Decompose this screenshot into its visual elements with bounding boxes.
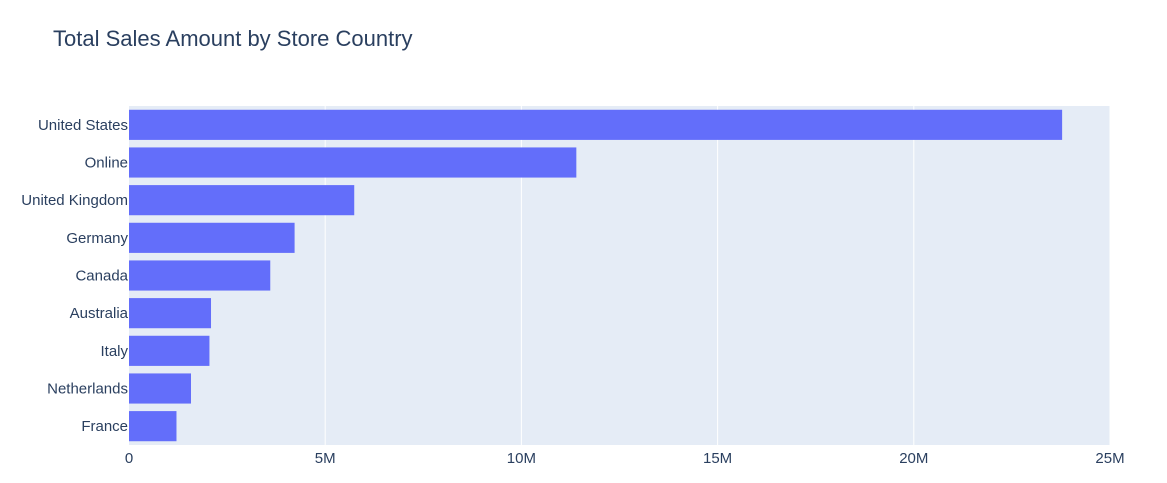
y-tick-label: Netherlands bbox=[47, 381, 128, 398]
y-tick-label: United Kingdom bbox=[21, 192, 128, 209]
y-axis-labels: United States Online United Kingdom Germany… bbox=[21, 117, 128, 435]
x-tick-label: 15M bbox=[703, 450, 732, 467]
bar-italy[interactable] bbox=[129, 335, 210, 366]
y-tick-label: Italy bbox=[100, 343, 128, 360]
bar-germany[interactable] bbox=[129, 222, 295, 253]
x-tick-label: 20M bbox=[899, 450, 928, 467]
x-axis-labels: 0 5M 10M 15M 20M 25M bbox=[125, 450, 1125, 467]
chart-title: Total Sales Amount by Store Country bbox=[53, 26, 413, 51]
x-tick-label: 10M bbox=[507, 450, 536, 467]
bar-canada[interactable] bbox=[129, 260, 271, 291]
bars bbox=[129, 109, 1063, 442]
bar-united-states[interactable] bbox=[129, 109, 1063, 140]
bar-netherlands[interactable] bbox=[129, 373, 191, 404]
x-tick-label: 25M bbox=[1095, 450, 1124, 467]
x-tick-label: 5M bbox=[315, 450, 336, 467]
y-tick-label: Canada bbox=[75, 268, 128, 285]
y-tick-label: United States bbox=[38, 117, 128, 134]
y-tick-label: France bbox=[81, 418, 128, 435]
bar-australia[interactable] bbox=[129, 298, 212, 329]
bar-online[interactable] bbox=[129, 147, 577, 178]
bar-france[interactable] bbox=[129, 411, 177, 442]
bar-united-kingdom[interactable] bbox=[129, 185, 355, 216]
y-tick-label: Australia bbox=[70, 305, 129, 322]
x-tick-label: 0 bbox=[125, 450, 133, 467]
y-tick-label: Online bbox=[85, 155, 128, 172]
y-tick-label: Germany bbox=[66, 230, 128, 247]
